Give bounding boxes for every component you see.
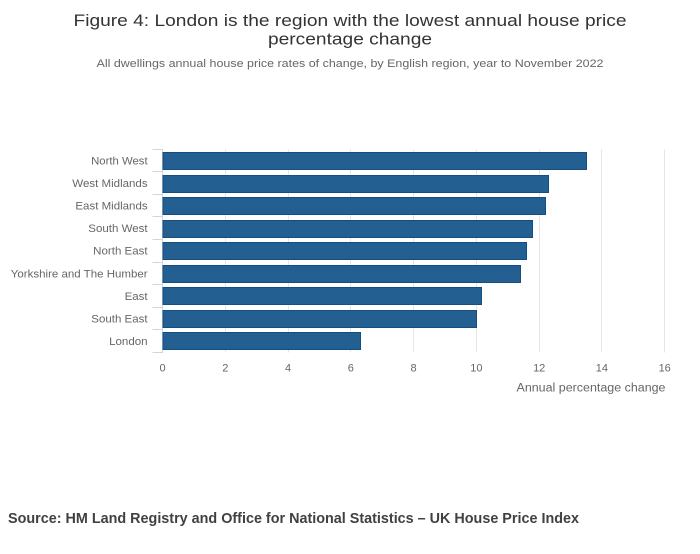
svg-text:6: 6 xyxy=(348,363,354,375)
svg-text:percentage change: percentage change xyxy=(268,31,432,49)
svg-text:East: East xyxy=(125,291,148,303)
svg-text:South West: South West xyxy=(88,223,147,235)
svg-text:Annual percentage change: Annual percentage change xyxy=(517,382,666,394)
svg-text:0: 0 xyxy=(159,363,165,375)
svg-text:London: London xyxy=(109,336,148,348)
svg-text:North West: North West xyxy=(91,155,148,167)
svg-text:Source: HM Land Registry and O: Source: HM Land Registry and Office for … xyxy=(8,510,580,527)
svg-text:4: 4 xyxy=(285,363,291,375)
svg-text:West Midlands: West Midlands xyxy=(72,178,148,190)
svg-text:16: 16 xyxy=(659,363,671,375)
svg-text:12: 12 xyxy=(533,363,545,375)
svg-text:Figure 4: London is the region: Figure 4: London is the region with the … xyxy=(74,12,627,30)
svg-text:East Midlands: East Midlands xyxy=(75,201,148,213)
svg-text:10: 10 xyxy=(470,363,482,375)
svg-text:All dwellings annual house pri: All dwellings annual house price rates o… xyxy=(97,58,604,70)
svg-text:North East: North East xyxy=(93,246,147,258)
svg-text:8: 8 xyxy=(411,363,417,375)
svg-text:14: 14 xyxy=(596,363,608,375)
svg-text:2: 2 xyxy=(222,363,228,375)
svg-text:Yorkshire and The Humber: Yorkshire and The Humber xyxy=(11,268,148,280)
svg-text:South East: South East xyxy=(91,313,147,325)
